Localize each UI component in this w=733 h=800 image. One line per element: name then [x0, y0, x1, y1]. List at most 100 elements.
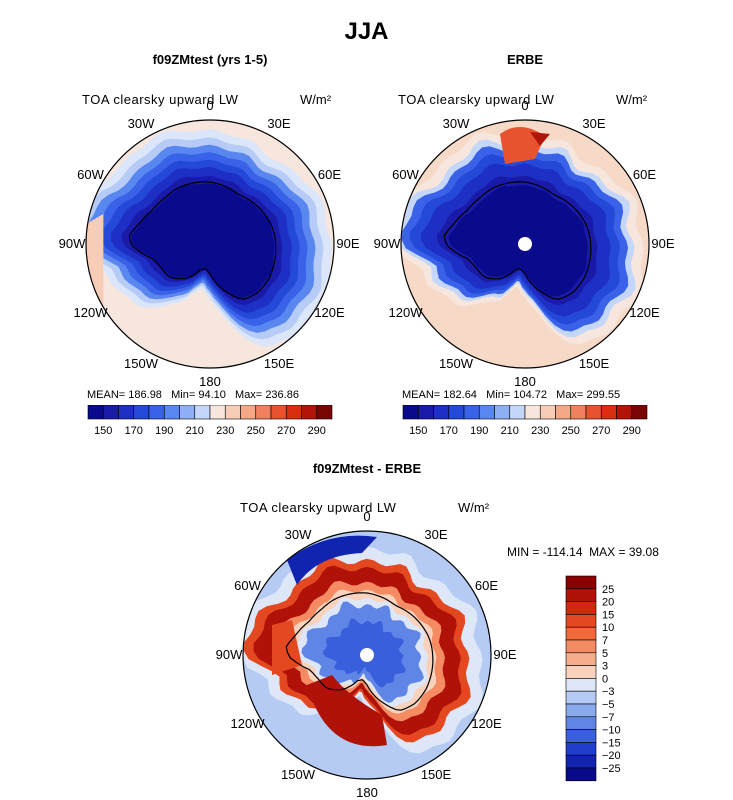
panel3-lon-label: 150W — [281, 766, 315, 782]
panel3-stats: MIN = -114.14 MAX = 39.08 — [507, 545, 659, 559]
panel2-lon-label: 180 — [514, 374, 536, 389]
colorbar-swatch — [585, 405, 602, 420]
panel2-polar-map — [400, 119, 650, 369]
panel2-lon-label: 120W — [388, 305, 423, 320]
colorbar-tick-label: 15 — [602, 609, 614, 621]
colorbar-tick-label: 7 — [602, 635, 608, 647]
panel2-mean-label: MEAN= — [402, 389, 441, 401]
colorbar-swatch — [301, 405, 318, 420]
colorbar-swatch — [494, 405, 511, 420]
colorbar-swatch — [463, 405, 480, 420]
colorbar-swatch — [565, 588, 597, 602]
panel2-lon-label: 30E — [582, 116, 606, 132]
colorbar-tick-label: 0 — [602, 673, 608, 685]
colorbar-swatch — [316, 405, 333, 420]
panel1-lon-label: 60E — [317, 167, 342, 182]
panel3-lon-label: 150E — [420, 766, 452, 782]
panel2-title: ERBE — [506, 52, 544, 67]
panel1-mean-label: MEAN= — [87, 389, 126, 401]
colorbar-tick-label: 25 — [602, 584, 614, 596]
panel2-lon-label: 30W — [442, 116, 470, 132]
panel2-lon-label: 60W — [392, 167, 419, 182]
panel1-max-label: Max= — [235, 389, 263, 401]
colorbar-swatch — [565, 639, 597, 654]
panel2-min: 104.72 — [513, 389, 547, 401]
colorbar-tick-label: 290 — [623, 425, 641, 437]
panel3-max-label: MAX = — [589, 545, 626, 559]
colorbar-swatch — [565, 767, 597, 782]
colorbar-tick-label: −15 — [602, 737, 621, 749]
missing-data-pole — [518, 237, 532, 251]
colorbar-swatch — [194, 405, 211, 420]
panel1-polar-map — [85, 119, 335, 369]
colorbar-swatch — [565, 703, 597, 718]
colorbar-tick-label: 170 — [440, 425, 458, 437]
panel3-polar-map — [242, 530, 492, 780]
colorbar-swatch — [565, 742, 597, 756]
colorbar-tick-label: 10 — [602, 622, 614, 634]
colorbar-tick-label: −3 — [602, 686, 615, 698]
colorbar-tick-label: 20 — [602, 597, 614, 609]
panel2-lon-label: 0 — [521, 98, 529, 113]
colorbar-swatch — [285, 405, 302, 420]
panel3-lon-label: 120W — [230, 716, 265, 731]
panel1-title: f09ZMtest (yrs 1-5) — [152, 52, 268, 67]
panel1-lon-label: 30W — [127, 116, 155, 132]
colorbar-swatch — [179, 405, 196, 420]
colorbar-tick-label: −5 — [602, 699, 615, 711]
colorbar-swatch — [565, 678, 597, 692]
colorbar-tick-label: 170 — [125, 425, 143, 437]
colorbar-swatch — [524, 405, 541, 420]
colorbar-swatch — [224, 405, 241, 420]
colorbar-tick-label: 290 — [308, 425, 326, 437]
colorbar-swatch — [509, 405, 526, 420]
panel1-mean: 186.98 — [128, 389, 162, 401]
colorbar-swatch — [270, 405, 287, 420]
colorbar-swatch — [402, 405, 419, 420]
panel3-title: f09ZMtest - ERBE — [312, 461, 422, 476]
colorbar-tick-label: −25 — [602, 763, 621, 775]
panel2-lon-label: 90W — [373, 236, 401, 251]
map-contour-band — [448, 185, 588, 297]
colorbar-swatch — [565, 729, 597, 743]
colorbar-tick-label: 270 — [277, 425, 295, 437]
panel2-max-label: Max= — [556, 389, 584, 401]
panel2-lon-label: 150W — [439, 355, 473, 371]
panel2-lon-label: 90E — [651, 236, 675, 251]
panel2-lon-label: 120E — [629, 305, 660, 320]
colorbar-swatch — [448, 405, 465, 420]
panel3-lon-label: 90W — [215, 647, 243, 662]
map-boundary — [400, 119, 650, 369]
colorbar-swatch — [565, 575, 597, 590]
panel1-lon-label: 150W — [124, 355, 158, 371]
colorbar-tick-label: 230 — [531, 425, 549, 437]
map-contour-band — [131, 183, 275, 299]
panel1-units: W/m² — [300, 92, 332, 107]
colorbar-tick-label: 150 — [409, 425, 427, 437]
colorbar-swatch — [565, 601, 597, 615]
colorbar-tick-label: 250 — [562, 425, 580, 437]
panel1-lon-label: 120E — [314, 305, 345, 320]
panel3-lon-label: 90E — [493, 647, 517, 662]
panel3-min: -114.14 — [542, 545, 583, 559]
panel1-lon-label: 30E — [267, 116, 291, 132]
map-contour-band — [287, 535, 377, 585]
colorbar-tick-label: −20 — [602, 750, 621, 762]
panel2-min-label: Min= — [486, 389, 511, 401]
panel1-lon-label: 120W — [73, 305, 108, 320]
colorbar-swatch — [565, 754, 597, 769]
panel3-lon-label: 180 — [356, 785, 378, 800]
colorbar-swatch — [565, 652, 597, 666]
panel3-lon-label: 60E — [474, 578, 499, 593]
colorbar-swatch — [565, 665, 597, 679]
panel3-lon-label: 30E — [424, 527, 448, 543]
colorbar-swatch — [565, 626, 597, 641]
panel3-variable: TOA clearsky upward LW — [240, 500, 397, 515]
map-boundary — [85, 119, 335, 369]
panel1-lon-label: 150E — [263, 355, 295, 371]
colorbar-tick-label: 270 — [592, 425, 610, 437]
panel2-units: W/m² — [616, 92, 648, 107]
colorbar-tick-label: 3 — [602, 661, 608, 673]
colorbar-swatch — [565, 716, 597, 730]
panel1-lon-label: 90W — [58, 236, 86, 251]
